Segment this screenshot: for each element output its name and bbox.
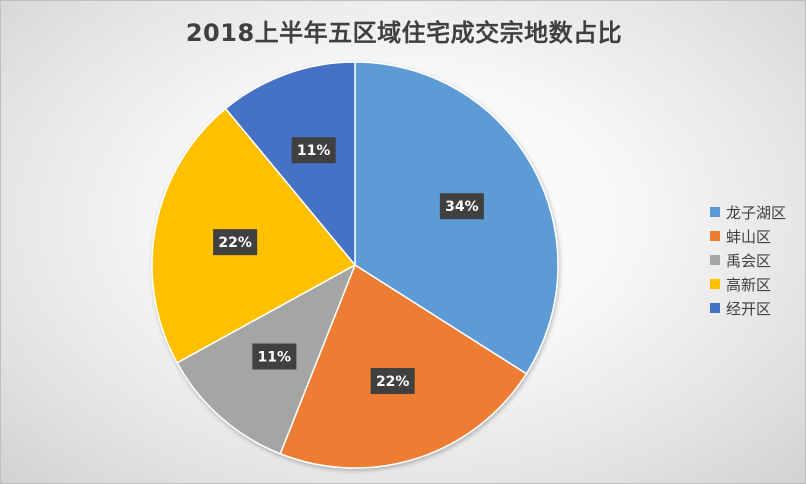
legend-swatch <box>710 279 720 289</box>
pie-slice-5 <box>224 61 356 268</box>
data-label-2: 22% <box>370 368 415 395</box>
legend-item-4: 高新区 <box>710 272 802 296</box>
data-label-background <box>370 368 415 395</box>
data-label-text: 22% <box>218 235 252 251</box>
data-label-background <box>439 193 484 220</box>
legend-item-1: 龙子湖区 <box>710 200 802 224</box>
legend-swatch <box>710 207 720 217</box>
data-label-3: 11% <box>252 343 297 370</box>
data-label-text: 34% <box>445 199 479 215</box>
legend-label: 经开区 <box>726 299 772 318</box>
data-label-background <box>213 229 258 256</box>
legend-label: 高新区 <box>726 275 772 294</box>
pie-slice-2 <box>279 263 528 469</box>
legend-swatch <box>710 303 720 313</box>
legend: 龙子湖区蚌山区禹会区高新区经开区 <box>710 200 802 320</box>
data-label-background <box>252 343 297 370</box>
legend-swatch <box>710 255 720 265</box>
legend-label: 禹会区 <box>726 251 772 270</box>
legend-item-3: 禹会区 <box>710 248 802 272</box>
legend-item-2: 蚌山区 <box>710 224 802 248</box>
legend-label: 蚌山区 <box>726 227 772 246</box>
data-label-4: 22% <box>213 229 258 256</box>
data-label-text: 22% <box>376 374 410 390</box>
legend-label: 龙子湖区 <box>726 203 787 222</box>
chart-title: 2018上半年五区域住宅成交宗地数占比 <box>185 19 623 47</box>
data-label-5: 11% <box>291 137 336 164</box>
legend-item-5: 经开区 <box>710 296 802 320</box>
data-label-1: 34% <box>439 193 484 220</box>
data-label-text: 11% <box>258 350 292 366</box>
legend-swatch <box>710 231 720 241</box>
data-label-text: 11% <box>297 143 331 159</box>
data-label-background <box>291 137 336 164</box>
